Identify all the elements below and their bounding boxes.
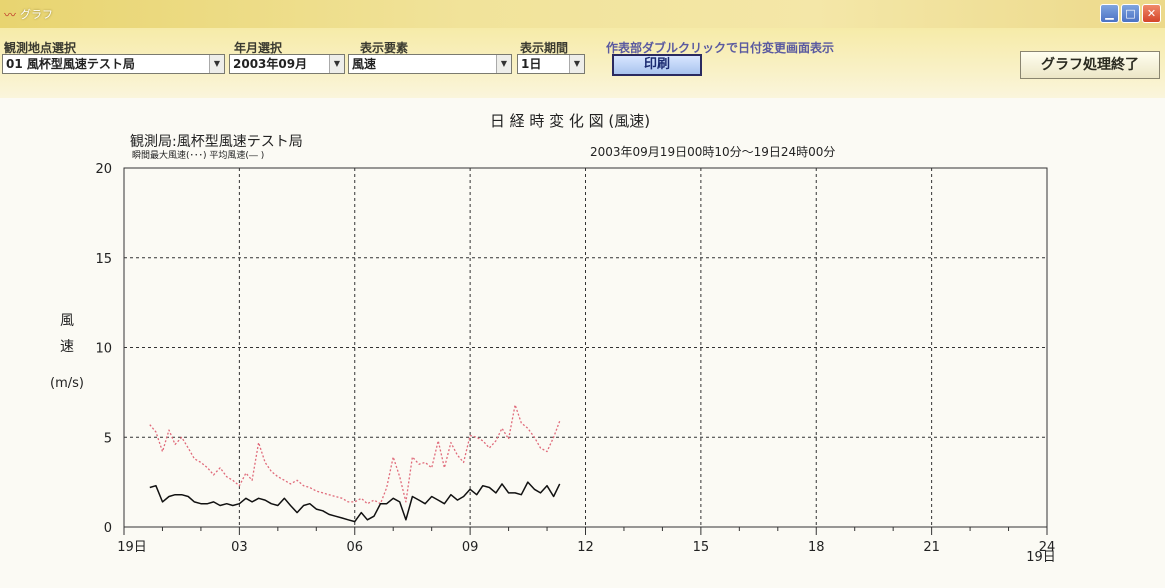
station-caption: 観測局:風杯型風速テスト局	[130, 133, 303, 150]
yearmonth-select[interactable]: 2003年09月 ▼	[229, 54, 345, 74]
station-label: 観測地点選択	[4, 41, 77, 55]
chart-icon: 〰	[4, 8, 17, 22]
y-tick-label: 0	[104, 521, 112, 536]
chart-area[interactable]: 日 経 時 変 化 図 (風速) 観測局:風杯型風速テスト局 瞬間最大風速(･･…	[0, 98, 1165, 584]
element-select[interactable]: 風速 ▼	[348, 54, 512, 74]
y-tick-label: 15	[95, 252, 112, 267]
yearmonth-label: 年月選択	[234, 41, 283, 55]
x-tick-label: 15	[693, 540, 710, 555]
chevron-down-icon[interactable]: ▼	[496, 55, 511, 73]
station-select[interactable]: 01 風杯型風速テスト局 ▼	[2, 54, 225, 74]
chevron-down-icon[interactable]: ▼	[329, 55, 344, 73]
double-click-hint: 作表部ダブルクリックで日付変更画面表示	[606, 41, 835, 55]
chevron-down-icon[interactable]: ▼	[569, 55, 584, 73]
minimize-button[interactable]: ▁	[1100, 4, 1119, 23]
x-tick-label: 06	[346, 540, 363, 555]
element-value: 風速	[352, 57, 377, 71]
y-tick-label: 10	[95, 342, 112, 357]
station-value: 01 風杯型風速テスト局	[6, 57, 135, 71]
x-tick-label: 21	[923, 540, 940, 555]
period-select[interactable]: 1日 ▼	[517, 54, 585, 74]
x-tick-label: 09	[462, 540, 479, 555]
x-tick-label: 19日	[117, 540, 147, 555]
toolbar: 観測地点選択 01 風杯型風速テスト局 ▼ 年月選択 2003年09月 ▼ 表示…	[0, 28, 1165, 98]
print-button[interactable]: 印刷	[612, 54, 702, 76]
close-button[interactable]: ✕	[1142, 4, 1161, 23]
title-bar: 〰 グラフ ▁ □ ✕	[0, 0, 1165, 28]
x-tick-label: 18	[808, 540, 825, 555]
wind-speed-chart: 日 経 時 変 化 図 (風速) 観測局:風杯型風速テスト局 瞬間最大風速(･･…	[50, 112, 1056, 565]
y-axis-label-char: 風	[60, 313, 74, 329]
end-graph-button[interactable]: グラフ処理終了	[1020, 51, 1160, 79]
x-tick-label: 24	[1039, 540, 1056, 555]
y-axis-label-char: 速	[60, 339, 74, 355]
y-axis-unit: (m/s)	[50, 376, 84, 391]
x-tick-label: 03	[231, 540, 248, 555]
chevron-down-icon[interactable]: ▼	[209, 55, 224, 73]
x-tick-sublabel: 19日	[1026, 550, 1056, 565]
period-caption: 2003年09月19日00時10分～19日24時00分	[590, 145, 835, 159]
chart-title: 日 経 時 変 化 図 (風速)	[490, 112, 650, 130]
element-label: 表示要素	[360, 41, 409, 55]
yearmonth-value: 2003年09月	[233, 57, 308, 71]
x-tick-label: 12	[577, 540, 594, 555]
legend-caption: 瞬間最大風速(･･･) 平均風速(― )	[132, 149, 264, 161]
y-tick-label: 20	[95, 162, 112, 177]
maximize-button[interactable]: □	[1121, 4, 1140, 23]
period-value: 1日	[521, 57, 542, 71]
period-label: 表示期間	[520, 41, 569, 55]
series-line-average	[149, 481, 561, 523]
y-tick-label: 5	[104, 431, 112, 446]
window-title: グラフ	[20, 8, 53, 21]
